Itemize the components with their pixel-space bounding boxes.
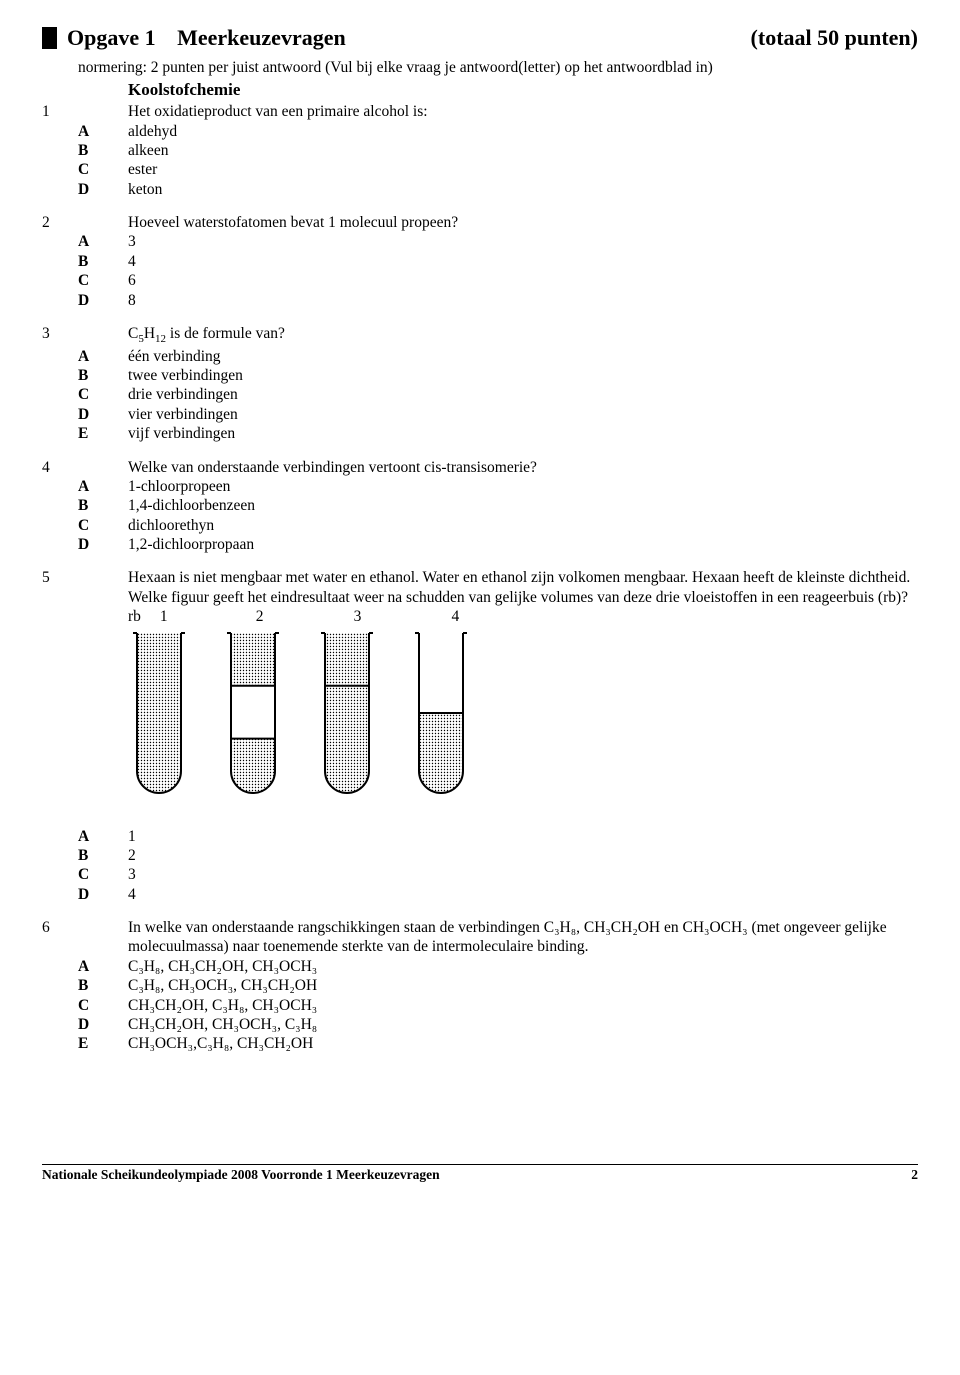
footer-left: Nationale Scheikundeolympiade 2008 Voorr…	[42, 1167, 440, 1184]
question-4: 4 Welke van onderstaande verbindingen ve…	[42, 458, 918, 555]
question-text: Hexaan is niet mengbaar met water en eth…	[128, 568, 918, 607]
option-text: alkeen	[128, 141, 918, 160]
question-number: 3	[42, 324, 78, 347]
question-1: 1 Het oxidatieproduct van een primaire a…	[42, 102, 918, 199]
question-number: 4	[42, 458, 78, 477]
header-points: (totaal 50 punten)	[751, 24, 918, 52]
option-text: drie verbindingen	[128, 385, 918, 404]
option-letter: E	[78, 424, 128, 443]
option-text: keton	[128, 180, 918, 199]
question-number: 5	[42, 568, 78, 607]
option-letter: C	[78, 865, 128, 884]
option-text: 4	[128, 252, 918, 271]
option-text: dichloorethyn	[128, 516, 918, 535]
option-text: 4	[128, 885, 918, 904]
option-letter: A	[78, 347, 128, 366]
header-title: Meerkeuzevragen	[177, 24, 346, 52]
question-text: Welke van onderstaande verbindingen vert…	[128, 458, 918, 477]
option-letter: A	[78, 232, 128, 251]
option-text: vijf verbindingen	[128, 424, 918, 443]
header-prefix: Opgave 1	[67, 24, 156, 52]
page-footer: Nationale Scheikundeolympiade 2008 Voorr…	[42, 1164, 918, 1184]
option-letter: A	[78, 477, 128, 496]
option-text: aldehyd	[128, 122, 918, 141]
option-text: 3	[128, 865, 918, 884]
option-text: 1-chloorpropeen	[128, 477, 918, 496]
option-text: 1,4-dichloorbenzeen	[128, 496, 918, 515]
option-text: 1,2-dichloorpropaan	[128, 535, 918, 554]
option-text: twee verbindingen	[128, 366, 918, 385]
subsection-title: Koolstofchemie	[128, 79, 918, 100]
option-letter: D	[78, 180, 128, 199]
header-left: Opgave 1 Meerkeuzevragen	[42, 24, 346, 52]
option-letter: D	[78, 1015, 128, 1034]
rb-labels: rb 1 2 3 4	[128, 607, 918, 626]
option-letter: B	[78, 141, 128, 160]
option-letter: C	[78, 996, 128, 1015]
option-letter: B	[78, 252, 128, 271]
question-number: 2	[42, 213, 78, 232]
option-text: 1	[128, 827, 918, 846]
option-text: één verbinding	[128, 347, 918, 366]
option-letter: D	[78, 405, 128, 424]
question-number: 1	[42, 102, 78, 121]
option-letter: A	[78, 957, 128, 976]
option-text: C₃H₈, CH₃OCH₃, CH₃CH₂OH	[128, 976, 918, 995]
option-text: ester	[128, 160, 918, 179]
question-5: 5 Hexaan is niet mengbaar met water en e…	[42, 568, 918, 904]
page-header: Opgave 1 Meerkeuzevragen (totaal 50 punt…	[42, 24, 918, 52]
option-text: CH₃CH₂OH, CH₃OCH₃, C₃H₈	[128, 1015, 918, 1034]
option-letter: D	[78, 885, 128, 904]
option-text: 6	[128, 271, 918, 290]
option-letter: B	[78, 846, 128, 865]
footer-page-number: 2	[911, 1167, 918, 1184]
option-letter: A	[78, 122, 128, 141]
question-text: Het oxidatieproduct van een primaire alc…	[128, 102, 918, 121]
option-text: CH₃OCH₃,C₃H₈, CH₃CH₂OH	[128, 1034, 918, 1053]
question-6: 6 In welke van onderstaande rangschikkin…	[42, 918, 918, 1054]
question-3: 3 C5H12 is de formule van? Aéén verbindi…	[42, 324, 918, 444]
question-2: 2 Hoeveel waterstofatomen bevat 1 molecu…	[42, 213, 918, 310]
option-letter: C	[78, 516, 128, 535]
question-number: 6	[42, 918, 78, 957]
option-text: 8	[128, 291, 918, 310]
option-letter: B	[78, 976, 128, 995]
option-letter: C	[78, 271, 128, 290]
section-marker	[42, 27, 57, 49]
option-letter: D	[78, 535, 128, 554]
question-text: C5H12 is de formule van?	[128, 324, 918, 347]
test-tubes-figure	[128, 627, 918, 817]
option-text: CH₃CH₂OH, C₃H₈, CH₃OCH₃	[128, 996, 918, 1015]
scoring-note: normering: 2 punten per juist antwoord (…	[78, 58, 918, 77]
option-letter: E	[78, 1034, 128, 1053]
option-letter: B	[78, 366, 128, 385]
option-letter: C	[78, 385, 128, 404]
option-letter: A	[78, 827, 128, 846]
option-letter: D	[78, 291, 128, 310]
option-letter: C	[78, 160, 128, 179]
option-letter: B	[78, 496, 128, 515]
option-text: C₃H₈, CH₃CH₂OH, CH₃OCH₃	[128, 957, 918, 976]
question-text: Hoeveel waterstofatomen bevat 1 molecuul…	[128, 213, 918, 232]
option-text: vier verbindingen	[128, 405, 918, 424]
option-text: 2	[128, 846, 918, 865]
question-text: In welke van onderstaande rangschikkinge…	[128, 918, 918, 957]
option-text: 3	[128, 232, 918, 251]
